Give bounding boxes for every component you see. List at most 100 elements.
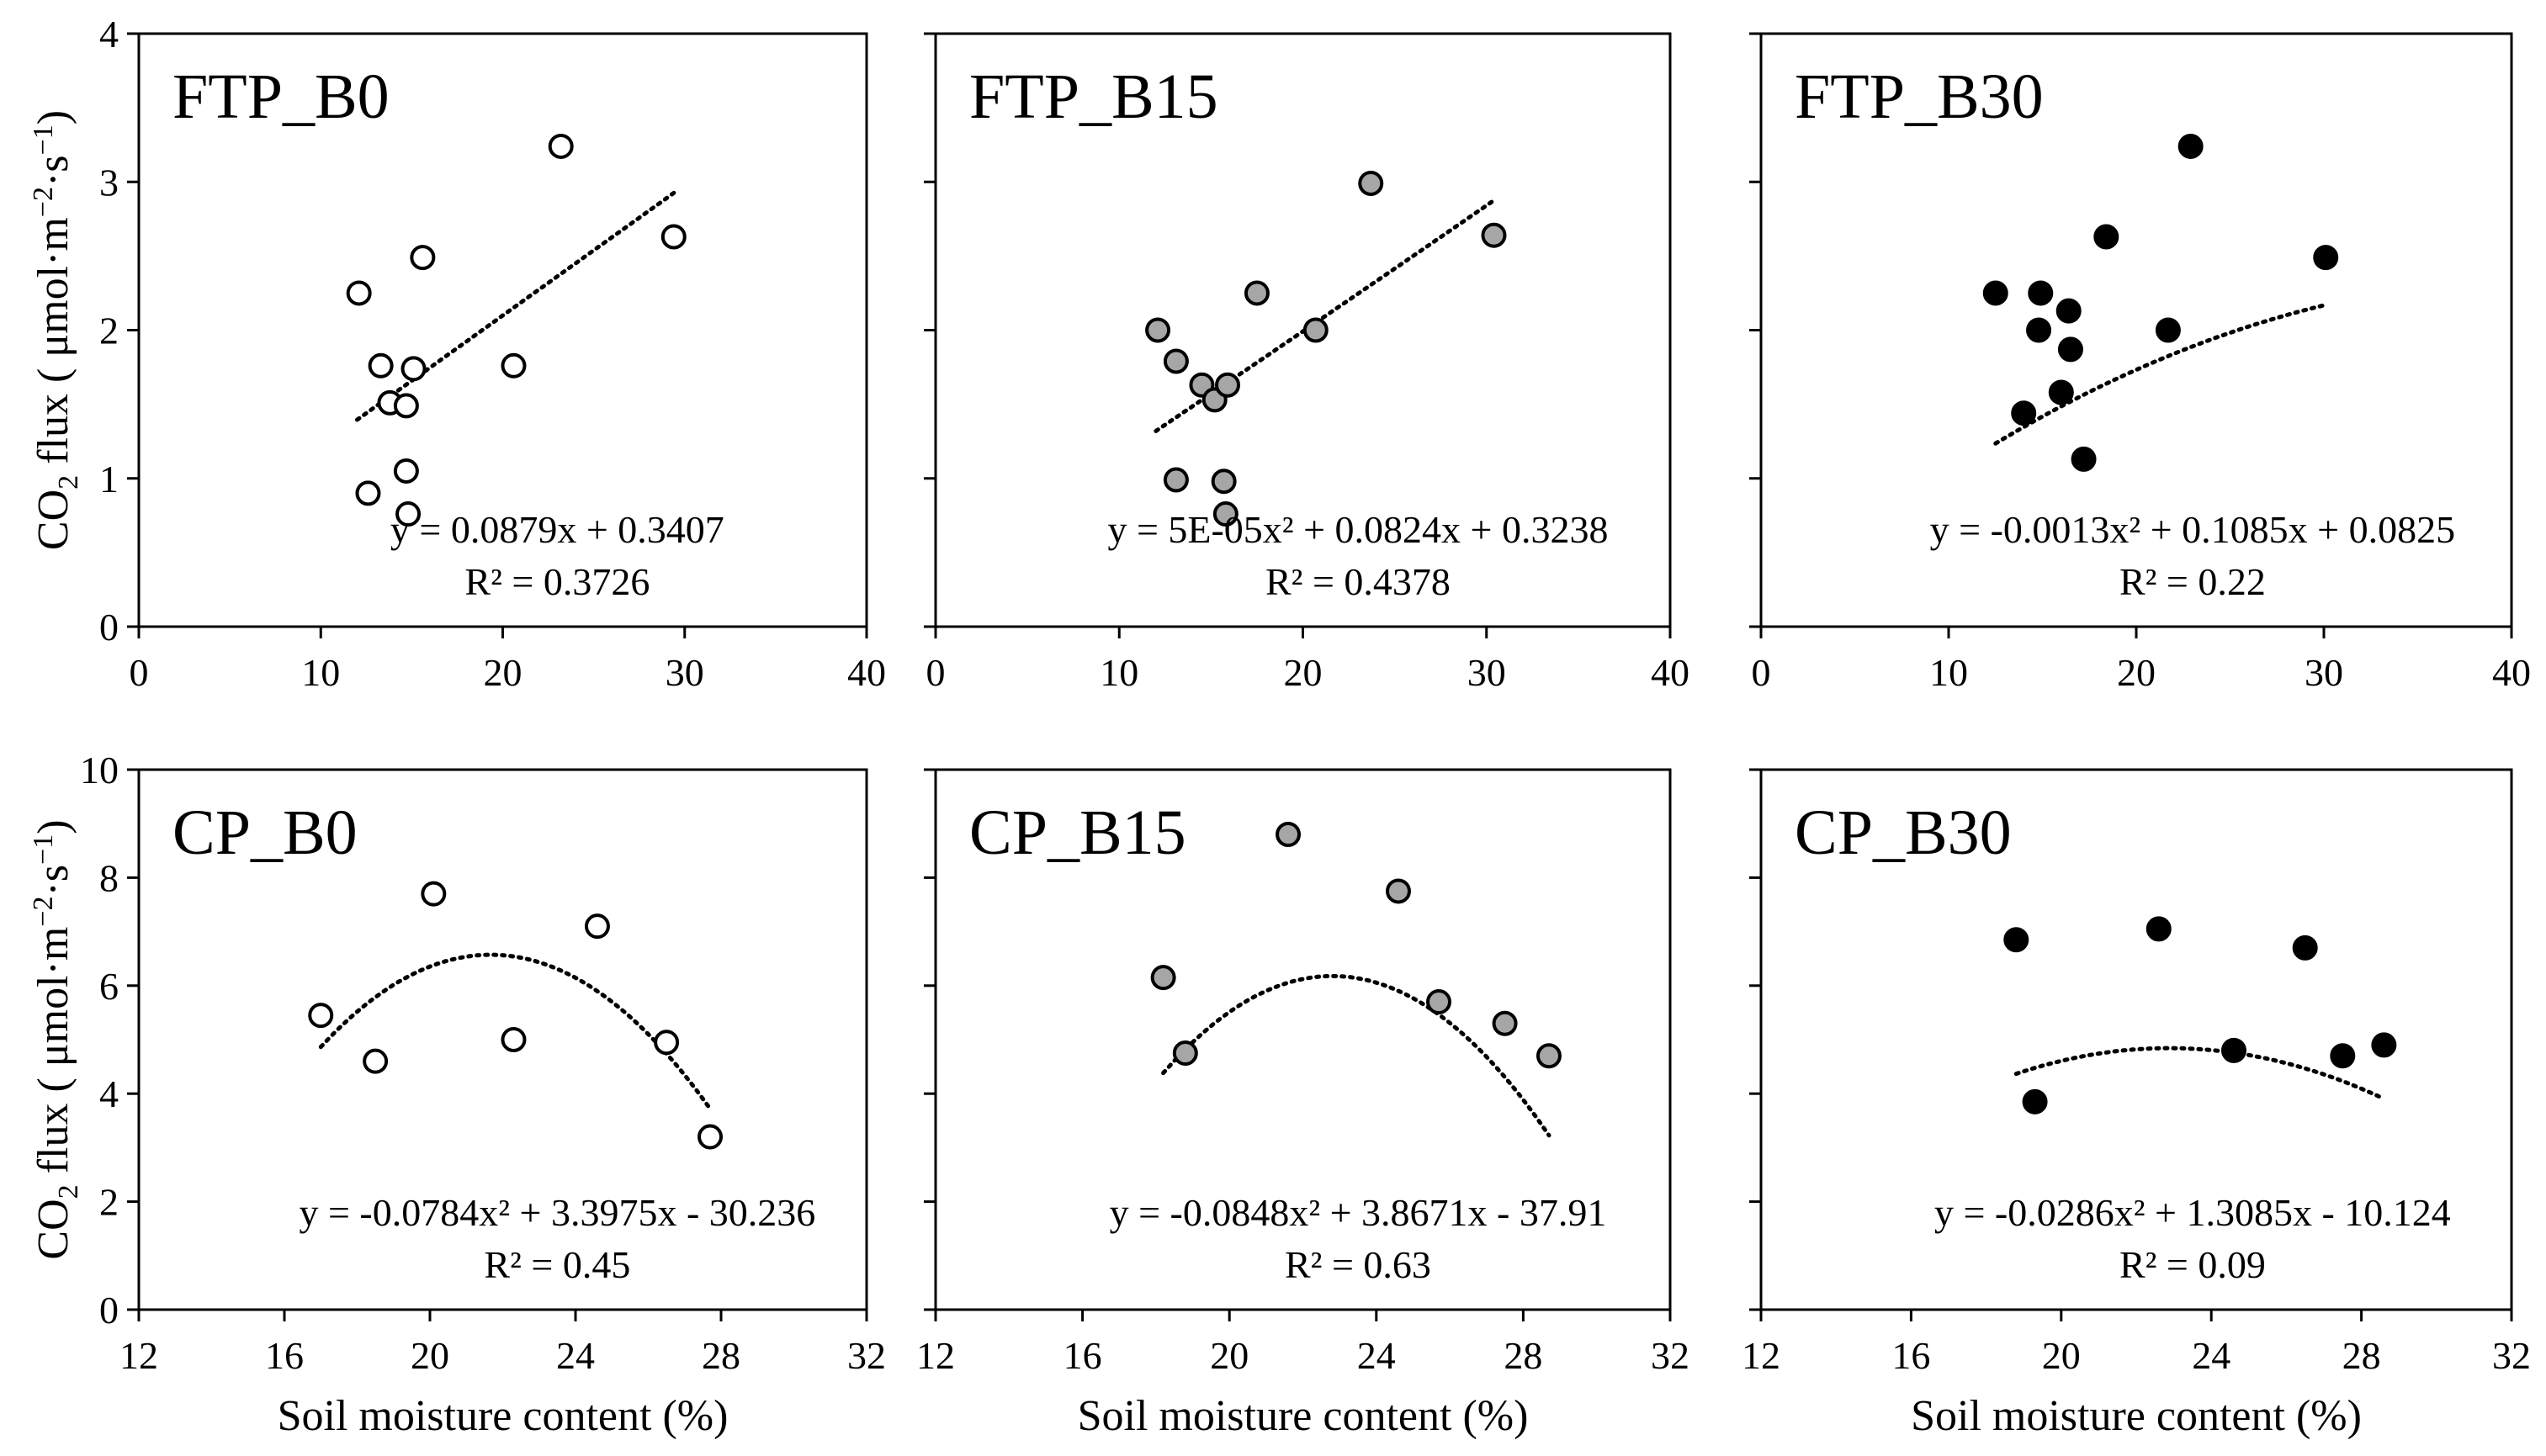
x-tick-label: 40 — [847, 651, 886, 694]
y-axis-label: CO2 flux ( μmol·m−2·s−1) — [28, 819, 84, 1259]
x-tick-label: 20 — [1284, 651, 1323, 694]
fit-equation: y = -0.0784x² + 3.3975x - 30.236 — [299, 1191, 815, 1234]
y-tick-label: 4 — [99, 13, 119, 56]
r-squared: R² = 0.4378 — [1265, 560, 1451, 603]
x-tick-label: 24 — [2192, 1334, 2230, 1377]
trend-line — [2013, 1046, 2386, 1101]
data-point — [697, 1124, 724, 1150]
data-point — [2071, 446, 2097, 472]
x-tick-label: 20 — [1210, 1334, 1249, 1377]
data-point — [2155, 317, 2181, 343]
data-point — [1426, 989, 1452, 1015]
data-point — [2177, 133, 2204, 159]
r-squared: R² = 0.45 — [484, 1243, 630, 1286]
data-point — [1211, 469, 1237, 495]
x-tick-label: 28 — [1504, 1334, 1542, 1377]
data-point — [2146, 916, 2172, 942]
fit-equation: y = 5E-05x² + 0.0824x + 0.3238 — [1107, 508, 1608, 551]
data-point — [1215, 372, 1241, 398]
r-squared: R² = 0.09 — [2119, 1243, 2266, 1286]
x-tick-label: 20 — [2042, 1334, 2081, 1377]
data-point — [346, 280, 372, 306]
data-point — [1163, 348, 1189, 374]
data-point — [548, 133, 574, 159]
trend-line — [1161, 973, 1551, 1138]
data-point — [1150, 965, 1176, 991]
x-tick-label: 30 — [1467, 651, 1506, 694]
x-tick-label: 20 — [2117, 651, 2156, 694]
data-point — [584, 913, 610, 940]
y-tick-label: 1 — [99, 458, 119, 500]
x-axis-label: Soil moisture content (%) — [1911, 1392, 2362, 1440]
x-tick-label: 16 — [1891, 1334, 1930, 1377]
x-tick-label: 12 — [1742, 1334, 1780, 1377]
fit-equation: y = -0.0286x² + 1.3085x - 10.124 — [1934, 1191, 2451, 1234]
data-point — [400, 356, 427, 382]
data-point — [410, 245, 436, 271]
x-tick-label: 40 — [2492, 651, 2531, 694]
x-tick-label: 12 — [916, 1334, 955, 1377]
data-point — [1982, 280, 2008, 306]
trend-line — [355, 189, 678, 422]
data-point — [1492, 1010, 1518, 1036]
data-point — [654, 1030, 680, 1056]
x-tick-label: 30 — [666, 651, 704, 694]
data-point — [1358, 171, 1384, 197]
data-point — [1145, 317, 1171, 343]
data-point — [368, 352, 394, 379]
data-point — [2220, 1037, 2246, 1063]
fit-equation: y = 0.0879x + 0.3407 — [390, 508, 724, 551]
data-point — [1302, 317, 1329, 343]
x-tick-label: 16 — [1063, 1334, 1102, 1377]
x-tick-label: 32 — [1651, 1334, 1689, 1377]
y-tick-label: 4 — [99, 1072, 119, 1115]
plot-frame — [934, 768, 1672, 1311]
x-tick-label: 10 — [301, 651, 340, 694]
data-point — [393, 393, 419, 419]
fit-equation: y = -0.0848x² + 3.8671x - 37.91 — [1110, 1191, 1607, 1234]
data-point — [501, 1027, 527, 1052]
x-tick-label: 24 — [556, 1334, 595, 1377]
x-tick-label: 32 — [2492, 1334, 2531, 1377]
data-point — [355, 480, 381, 506]
data-point — [2313, 245, 2339, 271]
x-axis-label: Soil moisture content (%) — [1078, 1392, 1529, 1440]
r-squared: R² = 0.22 — [2119, 560, 2266, 603]
panel-title: FTP_B30 — [1795, 61, 2044, 132]
data-point — [1385, 878, 1411, 904]
data-point — [1481, 222, 1507, 248]
data-point — [2093, 224, 2119, 250]
x-tick-label: 24 — [1357, 1334, 1396, 1377]
x-tick-label: 20 — [484, 651, 522, 694]
data-point — [421, 881, 447, 907]
data-point — [2055, 298, 2082, 324]
x-tick-label: 20 — [411, 1334, 449, 1377]
data-point — [2048, 379, 2074, 405]
data-point — [2022, 1088, 2048, 1115]
data-point — [2057, 336, 2083, 363]
panel-title: CP_B0 — [172, 797, 358, 868]
panel-title: CP_B30 — [1795, 797, 2012, 868]
x-tick-label: 16 — [265, 1334, 304, 1377]
x-tick-label: 0 — [926, 651, 946, 694]
x-tick-label: 30 — [2305, 651, 2343, 694]
data-point — [1276, 822, 1302, 848]
data-point — [393, 458, 419, 484]
x-tick-label: 10 — [1929, 651, 1968, 694]
data-point — [1163, 467, 1189, 493]
plot-frame — [1759, 768, 2513, 1311]
data-point — [395, 501, 422, 527]
x-tick-label: 12 — [119, 1334, 158, 1377]
data-point — [2028, 280, 2054, 306]
data-point — [1536, 1043, 1562, 1069]
x-tick-label: 40 — [1651, 651, 1689, 694]
data-point — [2003, 927, 2029, 953]
fit-equation: y = -0.0013x² + 0.1085x + 0.0825 — [1930, 508, 2455, 551]
y-tick-label: 2 — [99, 1181, 119, 1224]
data-point — [2026, 317, 2052, 343]
data-point — [2011, 400, 2037, 426]
